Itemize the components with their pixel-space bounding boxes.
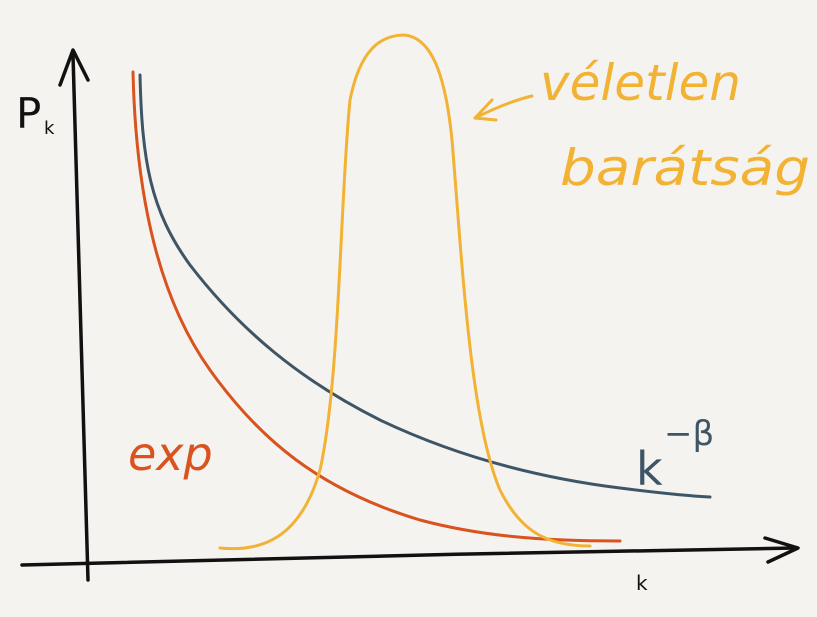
y-axis-label: P — [16, 89, 41, 138]
page: P k k exp k −β véletlen barátság (() => … — [0, 0, 817, 617]
power-law-label: k — [636, 442, 663, 496]
power-law-exponent: −β — [664, 414, 714, 454]
random-label: barátság — [560, 139, 810, 197]
random-label: véletlen — [540, 54, 741, 112]
exp-label: exp — [128, 427, 213, 481]
y-axis-subscript: k — [44, 118, 55, 139]
x-axis-label: k — [636, 571, 648, 595]
sketch: P k k exp k −β véletlen barátság — [0, 0, 817, 617]
